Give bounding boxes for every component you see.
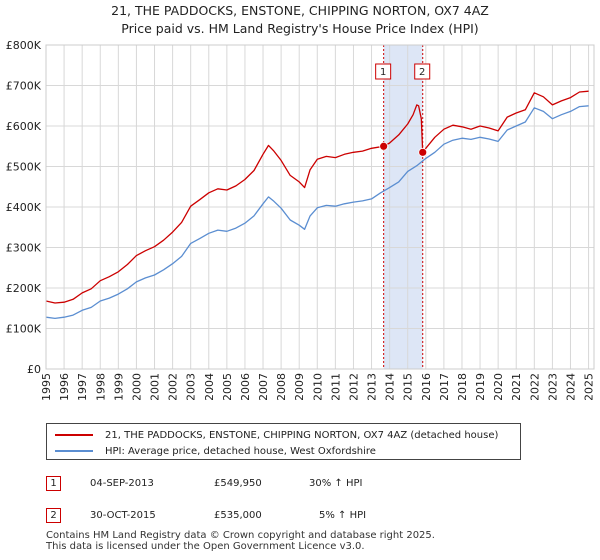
x-tick-label: 2024: [564, 373, 577, 400]
legend-label-hpi: HPI: Average price, detached house, West…: [105, 445, 376, 457]
chart-subtitle: Price paid vs. HM Land Registry's House …: [121, 21, 479, 36]
transaction-hpi-change: 5% ↑ HPI: [319, 509, 367, 521]
x-tick-label: 2022: [528, 373, 541, 400]
legend-label-property: 21, THE PADDOCKS, ENSTONE, CHIPPING NORT…: [105, 429, 499, 441]
x-tick-label: 2017: [438, 373, 451, 400]
x-tick-label: 2015: [402, 373, 415, 400]
y-tick-label: £300K: [6, 242, 42, 255]
transaction-badge: 1: [46, 475, 61, 491]
transaction-date: 04-SEP-2013: [90, 477, 154, 489]
transaction-label: 2: [419, 67, 425, 78]
footer-line-licence: This data is licensed under the Open Gov…: [46, 541, 365, 552]
transaction-price: £535,000: [214, 509, 262, 521]
chart-legend: 21, THE PADDOCKS, ENSTONE, CHIPPING NORT…: [46, 423, 521, 460]
x-tick-label: 2020: [492, 373, 505, 400]
x-tick-label: 2019: [474, 373, 487, 400]
x-tick-label: 2005: [221, 373, 234, 400]
y-tick-label: £400K: [6, 201, 42, 214]
y-tick-label: £0: [27, 363, 41, 376]
x-tick-label: 2000: [130, 373, 143, 400]
chart-title: 21, THE PADDOCKS, ENSTONE, CHIPPING NORT…: [111, 3, 489, 18]
legend-item-property: 21, THE PADDOCKS, ENSTONE, CHIPPING NORT…: [55, 427, 498, 443]
hpi-line: [45, 105, 589, 320]
x-tick-label: 2006: [239, 373, 252, 400]
x-tick-label: 2002: [167, 373, 180, 400]
x-tick-label: 1998: [94, 373, 107, 400]
footer-attribution: Contains HM Land Registry data © Crown c…: [46, 530, 435, 552]
footer-line-copyright: Contains HM Land Registry data © Crown c…: [46, 530, 435, 541]
x-tick-label: 1997: [76, 373, 89, 400]
x-tick-label: 2012: [347, 373, 360, 400]
transaction-row: 1 04-SEP-2013 £549,950 30% ↑ HPI: [46, 475, 446, 491]
transaction-badge: 2: [46, 507, 61, 523]
property-price-line: [45, 90, 589, 304]
x-tick-label: 1996: [58, 373, 71, 400]
x-tick-label: 2023: [546, 373, 559, 400]
x-tick-label: 2018: [456, 373, 469, 400]
x-tick-label: 2007: [257, 373, 270, 400]
transaction-point: [418, 147, 428, 157]
x-tick-label: 2009: [293, 373, 306, 400]
legend-item-hpi: HPI: Average price, detached house, West…: [55, 443, 376, 459]
transaction-row: 2 30-OCT-2015 £535,000 5% ↑ HPI: [46, 507, 446, 523]
x-tick-label: 2008: [275, 373, 288, 400]
x-tick-label: 2001: [149, 373, 162, 400]
transaction-price: £549,950: [214, 477, 262, 489]
y-tick-label: £800K: [6, 39, 42, 52]
x-tick-label: 2011: [329, 373, 342, 400]
price-chart: £0 £100K £200K £300K £400K £500K £600K £700K £80…: [6, 39, 596, 400]
x-tick-label: 1999: [112, 373, 125, 400]
transaction-label: 1: [380, 67, 386, 78]
y-tick-label: £100K: [6, 323, 42, 336]
transaction-hpi-change: 30% ↑ HPI: [309, 477, 363, 489]
legend-swatch-hpi: [55, 450, 93, 452]
x-tick-label: 2021: [510, 373, 523, 400]
transaction-label-box: [375, 63, 392, 80]
y-tick-label: £700K: [6, 80, 42, 93]
y-tick-label: £600K: [6, 120, 42, 133]
y-tick-label: £500K: [6, 161, 42, 174]
x-tick-label: 2025: [583, 373, 596, 400]
x-tick-label: 1995: [40, 373, 53, 400]
plot-border: [45, 44, 595, 370]
x-tick-label: 2016: [420, 373, 433, 400]
transaction-label-box: [414, 63, 431, 80]
x-tick-label: 2003: [185, 373, 198, 400]
x-tick-label: 2010: [311, 373, 324, 400]
legend-swatch-property: [55, 434, 93, 436]
y-tick-label: £200K: [6, 282, 42, 295]
x-tick-label: 2013: [366, 373, 379, 400]
x-tick-label: 2014: [384, 373, 397, 400]
transaction-point: [379, 141, 389, 151]
transaction-date: 30-OCT-2015: [90, 509, 156, 521]
x-tick-label: 2004: [203, 373, 216, 400]
